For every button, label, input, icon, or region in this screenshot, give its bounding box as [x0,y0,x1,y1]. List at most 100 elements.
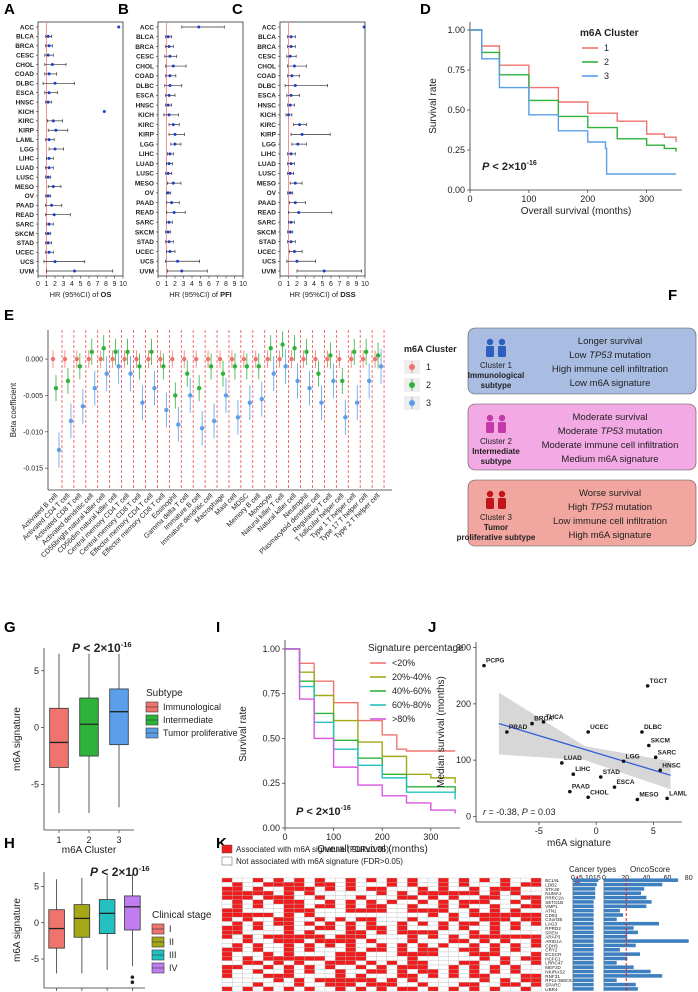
category-label: CHOL [16,62,34,69]
category-label: LUAD [258,161,276,168]
heatmap-cell [283,934,295,940]
oncoscore-bar [604,900,652,904]
heatmap-cell [417,886,429,892]
person-icon [486,490,494,498]
heatmap-cell [263,982,274,987]
heatmap-cell [417,938,429,944]
heatmap-cell [396,969,408,974]
heatmap-cell [355,882,367,887]
heatmap-cell [335,973,346,979]
cluster-feature: Longer survival [578,336,642,347]
heatmap-cell [489,947,501,953]
heatmap-cell [263,908,274,913]
heatmap-cell [458,934,470,940]
heatmap-cell [242,943,254,948]
heatmap-cell [386,982,398,987]
person-icon [498,346,506,357]
oncoscore-bar [604,982,636,987]
heatmap-cell [283,899,295,905]
forest-plot-C: ACC BLCA BRCA CESC CHOL COAD DLBC ESCA HNSC KICH K… [257,21,369,299]
cluster-subtype: Immunological [468,371,524,380]
heatmap-cell [396,925,408,931]
category-label: ACC [20,24,34,31]
heatmap-cell [293,890,305,896]
heatmap-cell [469,977,480,983]
hr-point [168,152,172,156]
heatmap-cell [335,938,346,944]
heatmap-cell [469,890,480,896]
heatmap-cell [366,964,377,970]
heatmap-cell [304,903,315,909]
cluster-feature: Moderate TP53 mutation [558,426,663,437]
heatmap-cell [273,938,284,944]
heatmap-cell [221,886,233,892]
heatmap-cell [345,886,357,892]
heatmap-cell [520,977,532,983]
heatmap-cell [530,890,542,896]
category-label: READ [136,210,155,217]
heatmap-cell [293,908,305,913]
oncoscore-bar [604,956,628,961]
heatmap-cell [273,921,284,927]
heatmap-cell [355,921,367,927]
category-label: SARC [16,221,35,228]
heatmap-cell [242,925,254,931]
heatmap-cell [293,930,305,935]
heatmap-cell [242,934,254,940]
row-label: CXorf36 [545,917,562,922]
panel-label-D: D [420,1,431,18]
heatmap-cell [263,943,274,948]
heatmap-cell [510,977,521,983]
heatmap-cell [221,903,233,909]
heatmap-cell [355,938,367,944]
heatmap-cell [510,882,521,887]
hr-point [166,191,170,195]
forest-plot-A: ACC BLCA BRCA CESC CHOL COAD DLBC ESCA HNSC KICH K… [15,21,127,299]
person-icon [498,414,506,422]
hr-point [288,191,292,195]
heatmap-cell [304,908,315,913]
cluster-point [152,385,157,391]
heatmap-cell [407,899,418,905]
heatmap-cell [499,938,511,944]
data-point [571,772,576,776]
heatmap-cell [479,930,490,935]
category-label: UCEC [258,249,277,256]
heatmap-cell [366,960,377,966]
heatmap-cell [386,899,398,905]
box [98,899,116,935]
cluster-subtype: subtype [481,381,512,390]
cluster-point [223,393,229,398]
heatmap-cell [499,930,511,935]
x-axis-label: HR (95%CI) of DSS [289,290,355,299]
heatmap-cell [242,977,254,983]
heatmap-cell [479,938,490,944]
hr-point [168,74,172,78]
heatmap-cell [396,943,408,948]
heatmap-cell [345,934,357,940]
heatmap-cell [438,938,449,944]
heatmap-cell [479,895,490,900]
heatmap-cell [499,986,511,992]
heatmap-cell [396,921,408,927]
point-label: THCA [546,714,564,721]
oncoscore-bar [604,969,651,974]
heatmap-cell [427,921,439,927]
hr-point [46,34,50,38]
x-tick-label: 4 [190,281,194,288]
heatmap-cell [335,886,346,892]
heatmap-cell [489,899,501,905]
row-label: UBR4 [545,987,558,992]
heatmap-cell [530,964,542,970]
heatmap-cell [304,938,315,944]
heatmap-cell [345,921,357,927]
category-label: LUSC [258,171,276,178]
cluster-feature: High immune cell infiltration [552,364,668,375]
hr-point [50,203,54,207]
heatmap-cell [489,908,501,913]
cluster-point [68,418,74,424]
heatmap-cell [427,951,439,957]
heatmap-cell [376,890,387,896]
heatmap-cell [314,930,326,935]
hr-point [293,181,297,185]
